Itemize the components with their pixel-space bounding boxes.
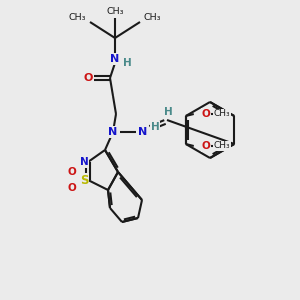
- Text: H: H: [164, 107, 172, 117]
- Text: N: N: [110, 54, 120, 64]
- Text: H: H: [151, 122, 159, 132]
- Text: N: N: [108, 127, 118, 137]
- Text: CH₃: CH₃: [213, 110, 230, 118]
- Text: S: S: [80, 173, 88, 187]
- Text: CH₃: CH₃: [68, 13, 86, 22]
- Text: H: H: [123, 58, 131, 68]
- Text: O: O: [201, 141, 210, 151]
- Text: CH₃: CH₃: [213, 142, 230, 151]
- Text: O: O: [68, 167, 76, 177]
- Text: O: O: [68, 183, 76, 193]
- Text: O: O: [83, 73, 93, 83]
- Text: N: N: [138, 127, 148, 137]
- Text: N: N: [80, 157, 88, 167]
- Text: CH₃: CH₃: [144, 13, 161, 22]
- Text: O: O: [201, 109, 210, 119]
- Text: CH₃: CH₃: [106, 7, 124, 16]
